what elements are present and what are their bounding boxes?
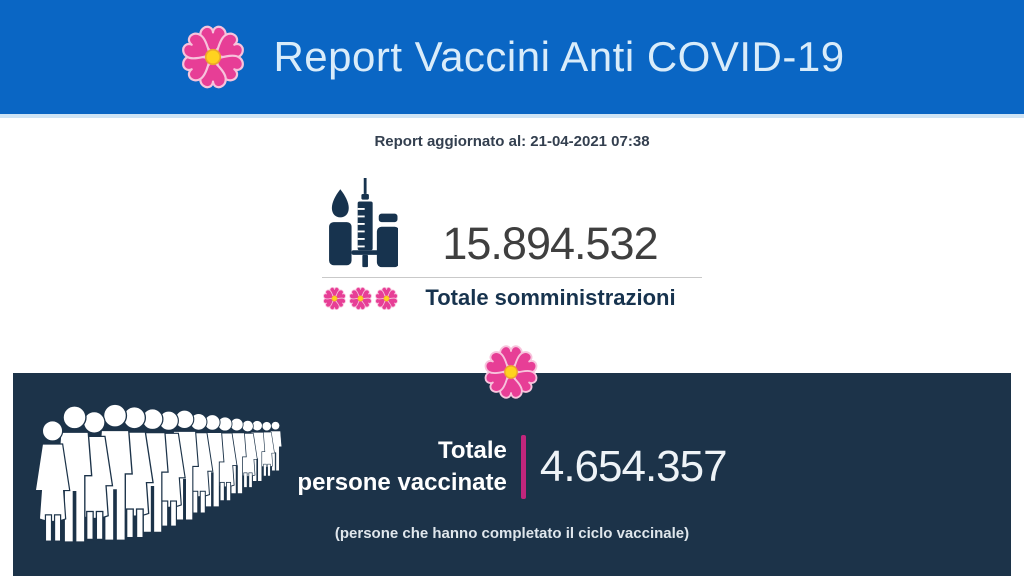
header-banner: Report Vaccini Anti COVID-19 [0,0,1024,118]
vaccinated-panel: Totale persone vaccinate 4.654.357 (pers… [13,373,1011,576]
section-separator-flower-icon [482,345,540,399]
vaccinated-stat-row: Totale persone vaccinate 4.654.357 [13,435,1011,500]
syringe-vials-icon [329,178,398,268]
three-primula-flowers-icon [322,286,399,311]
vaccinated-caption: (persone che hanno completato il ciclo v… [334,525,690,542]
vaccinated-total-value: 4.654.357 [539,442,728,492]
administrations-total-value: 15.894.532 [442,218,658,269]
accent-bar [520,435,526,500]
primula-flower-icon [348,286,373,310]
update-timestamp: Report aggiornato al: 21-04-2021 07:38 [374,133,650,150]
divider [322,277,702,278]
administrations-total-label: Totale somministrazioni [425,285,676,310]
vaccinated-total-label: Totale persone vaccinate [297,435,506,500]
primula-flower-icon [322,286,347,310]
primula-flower-icon [179,25,248,89]
vaccinated-label-line2: persone vaccinate [297,469,507,497]
page-title: Report Vaccini Anti COVID-19 [273,33,845,80]
primula-flower-icon [374,286,399,310]
administrations-section: 15.894.532 Totale somministrazioni [322,178,702,311]
vaccinated-label-line1: Totale [437,437,507,464]
